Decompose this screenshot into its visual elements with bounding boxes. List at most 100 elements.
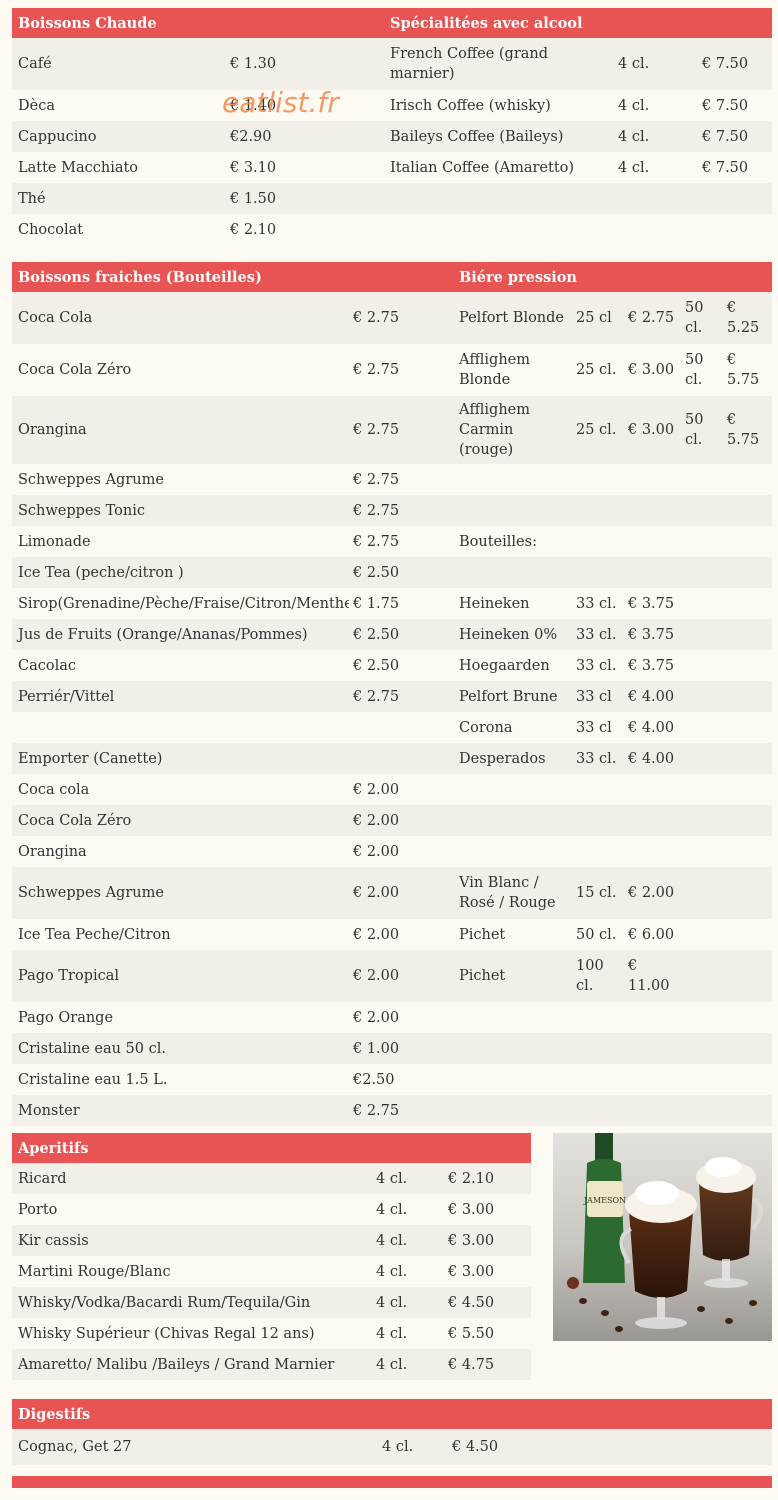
item-price: € 4.50	[442, 1287, 532, 1318]
item-quantity: 4 cl.	[376, 1201, 408, 1218]
item-price: € 3.00	[448, 1201, 495, 1218]
item-quantity: 50 cl.	[683, 292, 725, 344]
item-price: € 2.10	[230, 221, 277, 238]
coffee-glass-right	[696, 1157, 763, 1288]
item-price: € 2.75	[349, 681, 453, 712]
table-row: Perriér/Vittel € 2.75 Pelfort Brune 33 cl € …	[12, 681, 773, 712]
item-price: € 2.75	[349, 292, 453, 344]
item-quantity	[683, 650, 725, 681]
table-row: Kir cassis 4 cl. € 3.00	[12, 1225, 532, 1256]
item-quantity	[683, 836, 725, 867]
item-quantity: 4 cl.	[618, 97, 650, 114]
item-price: € 2.10	[442, 1163, 532, 1194]
item-quantity	[574, 495, 626, 526]
item-quantity	[574, 805, 626, 836]
item-price	[626, 1002, 683, 1033]
item-quantity: 25 cl	[574, 292, 626, 344]
whiskey-bottle: JAMESON	[583, 1133, 626, 1283]
aperitifs-title: Aperitifs	[12, 1133, 532, 1163]
beer-title: Biére pression	[453, 262, 773, 292]
item-name: Cognac, Get 27	[12, 1429, 376, 1465]
item-price: € 4.75	[442, 1349, 532, 1380]
table-row: Ice Tea Peche/Citron € 2.00 Pichet 50 cl. € …	[12, 919, 772, 950]
item-price	[725, 557, 773, 588]
table-row: Limonade € 2.75 Bouteilles:	[12, 526, 772, 557]
table-row: Monster € 2.75	[12, 1095, 773, 1126]
irish-coffee-photo: JAMESON	[553, 1133, 772, 1341]
item-price	[626, 774, 683, 805]
item-quantity	[683, 919, 725, 950]
item-name: Perriér/Vittel	[12, 681, 349, 712]
item-name: Orangina	[12, 396, 349, 464]
item-price: € 1.50	[224, 183, 385, 214]
table-row: Latte Macchiato € 3.10 Italian Coffee (Ama…	[12, 152, 772, 183]
item-price: € 2.00	[626, 867, 683, 919]
item-price: € 4.50	[446, 1429, 773, 1465]
item-name: Cristaline eau 1.5 L.	[18, 1071, 168, 1088]
item-price: € 2.50	[349, 557, 453, 588]
item-quantity: 4 cl.	[376, 1263, 408, 1280]
item-price: € 3.00	[628, 362, 675, 378]
item-quantity	[683, 950, 725, 1002]
table-row: Whisky/Vodka/Bacardi Rum/Tequila/Gin 4 cl…	[12, 1287, 532, 1318]
item-price	[725, 867, 773, 919]
item-price: € 7.50	[702, 97, 749, 114]
table-row: Orangina € 2.00	[12, 836, 772, 867]
item-quantity	[683, 774, 725, 805]
aperitifs-table: Aperitifs Ricard 4 cl. € 2.10 Porto 4 cl. € 3…	[12, 1133, 532, 1380]
item-quantity: 4 cl.	[596, 121, 697, 152]
item-price: € 2.00	[349, 867, 453, 919]
item-price	[626, 805, 683, 836]
item-name: Thé	[12, 183, 224, 214]
item-price	[349, 743, 453, 774]
empty-cell	[384, 214, 772, 245]
item-price	[725, 1033, 773, 1064]
table-row: Pago Tropical € 2.00 Pichet 100 cl. € 11.00	[12, 950, 773, 1002]
table-row: Orangina € 2.75 Afflighem Carmin (rouge) 25…	[12, 396, 773, 464]
item-quantity	[683, 464, 725, 495]
item-name: Baileys Coffee (Baileys)	[384, 121, 597, 152]
item-price: € 2.75	[353, 533, 400, 550]
item-quantity	[683, 867, 725, 919]
table-row: Sirop(Grenadine/Pèche/Fraise/Citron/Ment…	[12, 588, 772, 619]
item-quantity: 33 cl	[574, 681, 626, 712]
item-name	[453, 1064, 574, 1095]
item-quantity	[683, 1002, 725, 1033]
table-row: Ice Tea (peche/citron ) € 2.50	[12, 557, 773, 588]
item-quantity	[574, 557, 626, 588]
item-quantity	[574, 464, 626, 495]
item-name: Schweppes Agrume	[12, 867, 349, 919]
hot-drinks-title: Boissons Chaude	[12, 8, 385, 38]
item-price	[725, 950, 773, 1002]
item-name: Corona	[459, 719, 513, 736]
table-row: Cristaline eau 50 cl. € 1.00	[12, 1033, 773, 1064]
cold-drinks-table: Boissons fraiches (Bouteilles) Biére pre…	[12, 262, 773, 1126]
item-quantity	[683, 712, 725, 743]
item-price: € 6.00	[628, 926, 675, 943]
table-row: Porto 4 cl. € 3.00	[12, 1194, 531, 1225]
item-price: € 2.50	[349, 619, 453, 650]
table-row: Schweppes Agrume € 2.75	[12, 464, 772, 495]
item-price	[626, 526, 683, 557]
item-price	[725, 495, 773, 526]
item-price: € 2.75	[353, 471, 400, 488]
item-name: Heineken	[459, 595, 530, 612]
item-price	[725, 619, 773, 650]
item-name: Pelfort Blonde	[453, 292, 574, 344]
item-quantity	[683, 1064, 725, 1095]
item-name: Ice Tea Peche/Citron	[18, 926, 171, 943]
item-name: Pichet	[453, 950, 574, 1002]
table-row: Thé € 1.50	[12, 183, 773, 214]
item-quantity	[683, 495, 725, 526]
item-quantity: 100 cl.	[574, 950, 626, 1002]
item-price: € 2.00	[353, 843, 400, 860]
item-price: € 4.00	[628, 719, 675, 736]
cold-drinks-title: Boissons fraiches (Bouteilles)	[12, 262, 453, 292]
item-price: € 2.75	[349, 396, 453, 464]
svg-text:JAMESON: JAMESON	[583, 1196, 626, 1205]
item-price: € 2.00	[353, 1009, 400, 1026]
item-price: € 1.75	[353, 595, 400, 612]
item-name: Coca cola	[18, 781, 90, 798]
item-price	[725, 774, 772, 805]
item-quantity	[574, 1033, 626, 1064]
